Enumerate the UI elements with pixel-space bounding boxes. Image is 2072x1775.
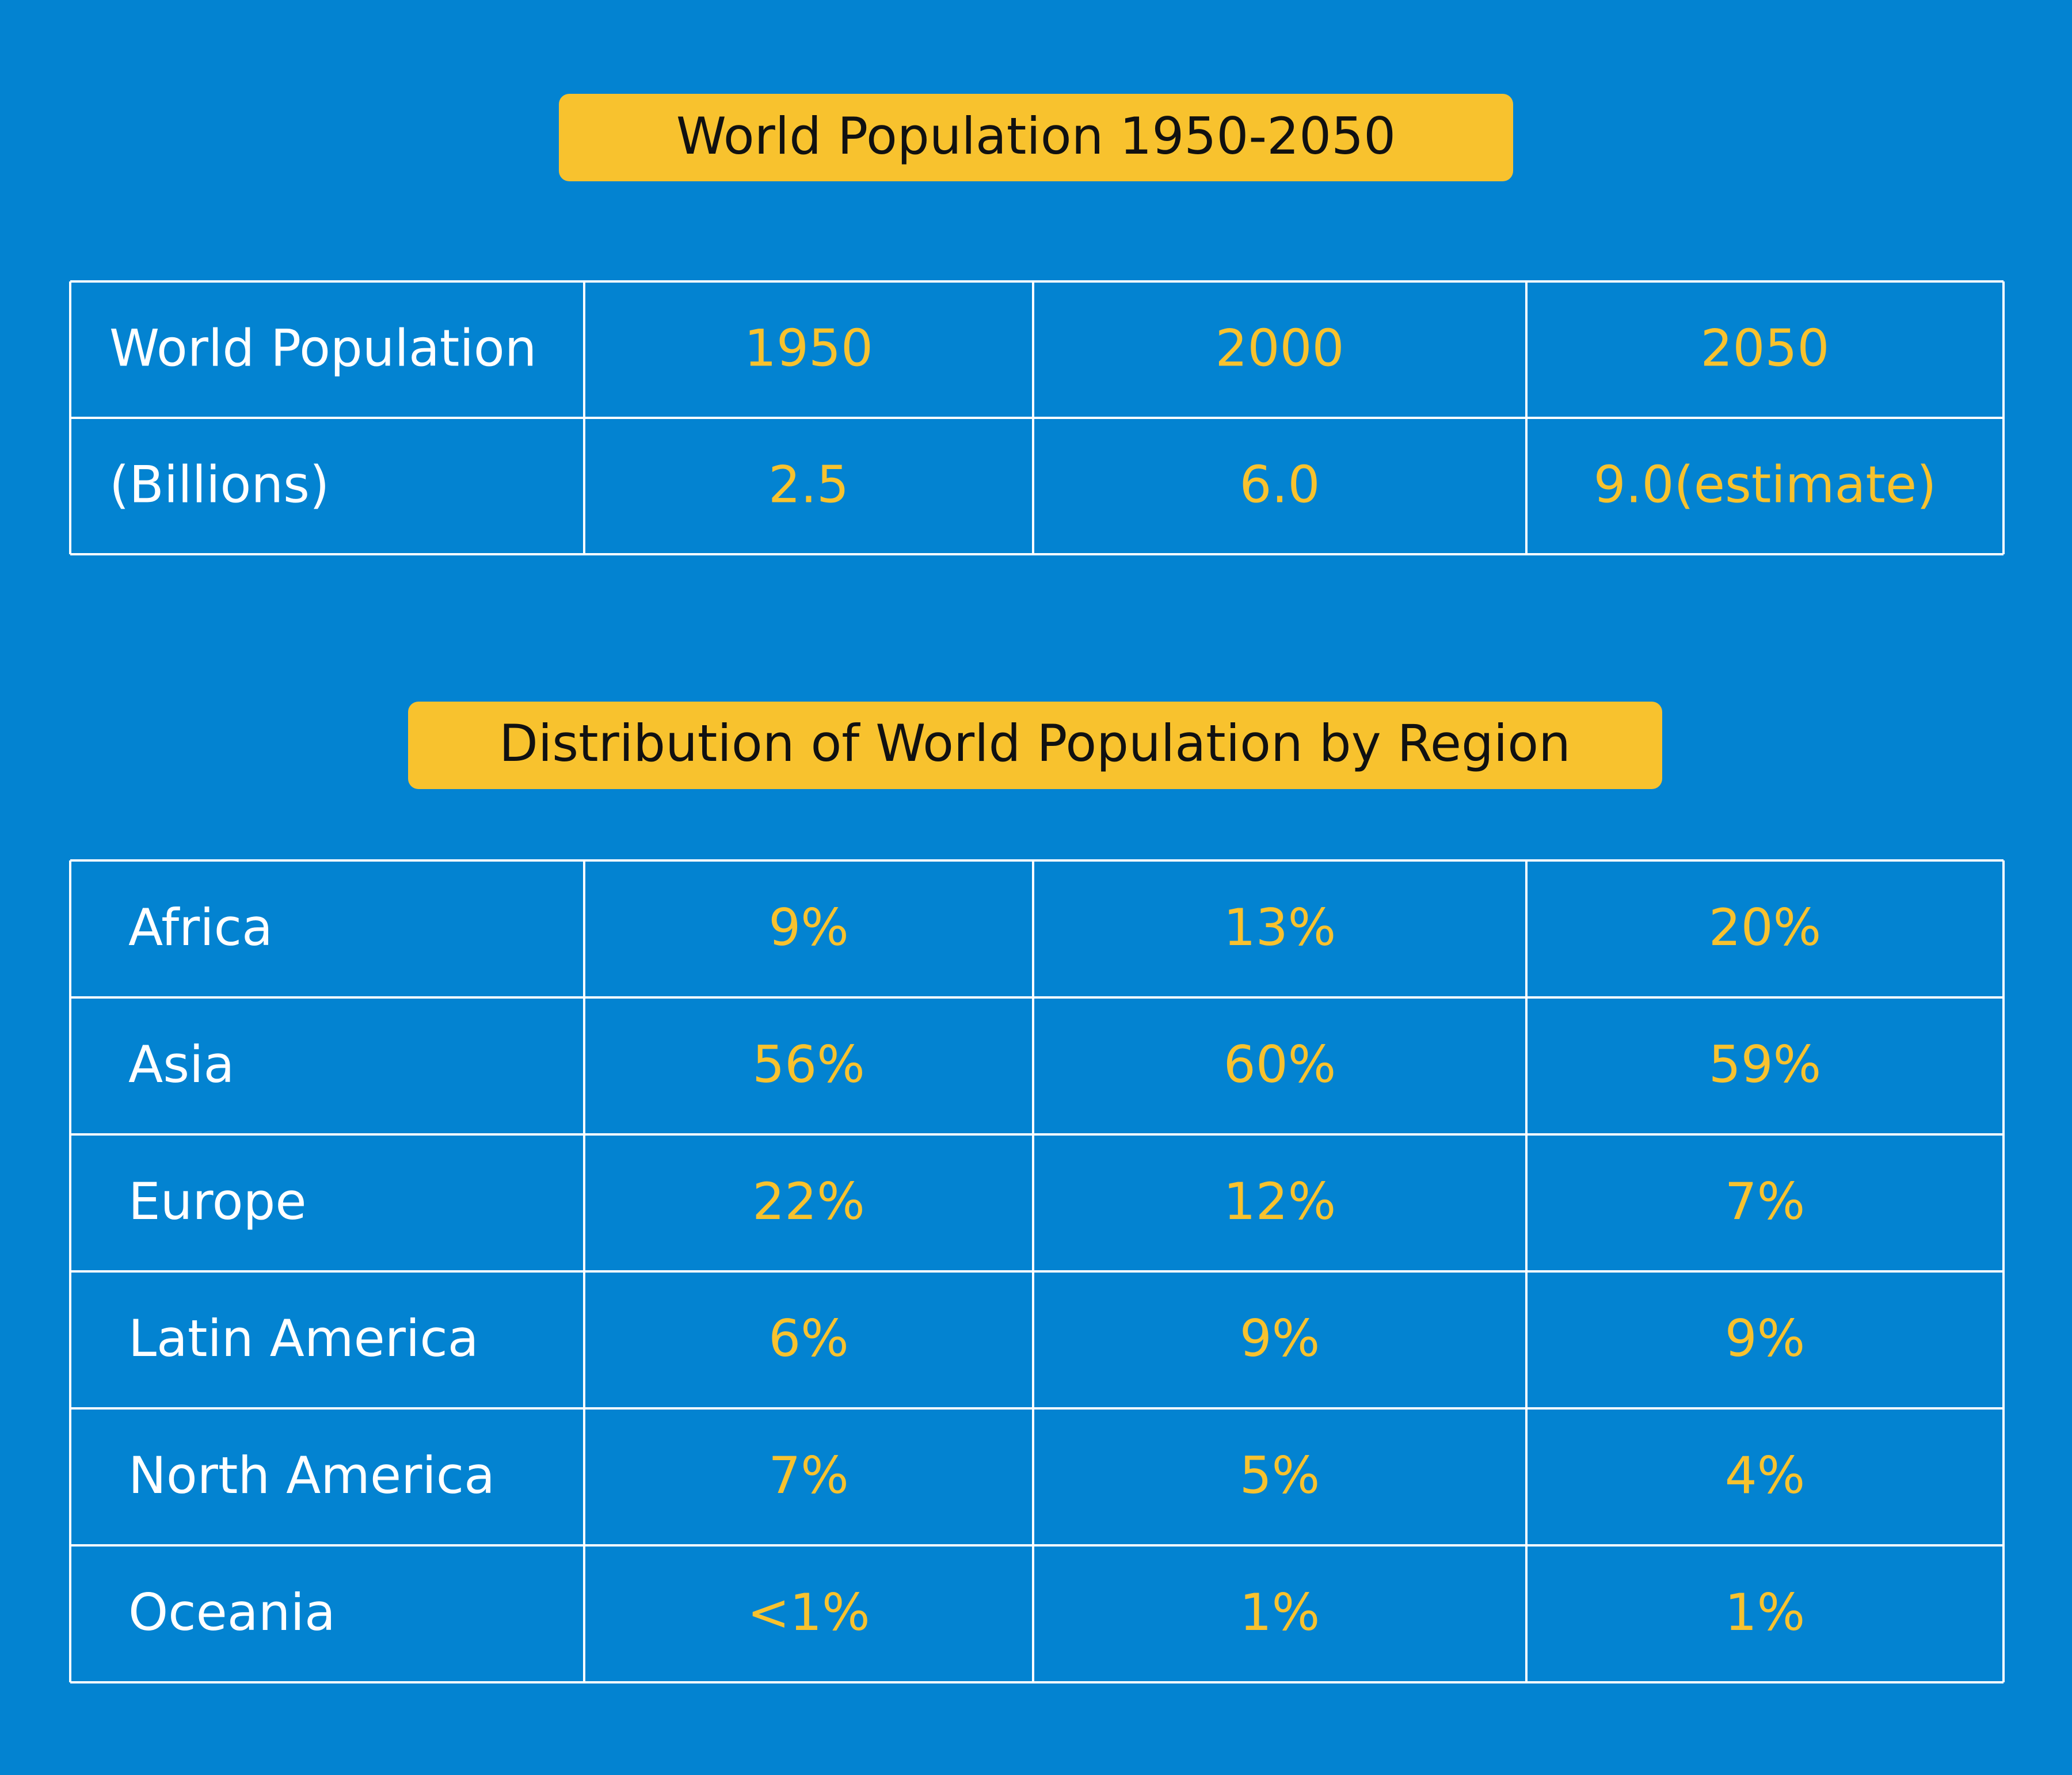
cell-value: 56% <box>752 1035 865 1094</box>
cell-value: 13% <box>1224 898 1336 957</box>
cell-value: <1% <box>747 1583 870 1642</box>
row-label: World Population <box>109 318 537 378</box>
cell-value: 2.5 <box>768 455 849 514</box>
row-label: (Billions) <box>109 455 329 514</box>
cell-value: 6.0 <box>1240 455 1320 514</box>
cell-value: 60% <box>1224 1035 1336 1094</box>
cell-value: 6% <box>768 1309 849 1368</box>
cell-value: 1% <box>1725 1583 1806 1642</box>
row-label: Latin America <box>128 1309 479 1368</box>
cell-value: 1950 <box>744 318 873 378</box>
cell-value: 9% <box>1725 1309 1806 1368</box>
cell-value: 9.0(estimate) <box>1594 455 1937 514</box>
cell-value: 9% <box>768 898 849 957</box>
row-label: Europe <box>128 1172 306 1231</box>
cell-value: 7% <box>768 1446 849 1505</box>
row-label: Oceania <box>128 1583 336 1642</box>
title-badge <box>559 94 1513 181</box>
cell-value: 22% <box>752 1172 865 1231</box>
cell-value: 12% <box>1224 1172 1336 1231</box>
cell-value: 20% <box>1709 898 1822 957</box>
table-title: Distribution of World Population by Regi… <box>499 714 1571 773</box>
row-label: Africa <box>128 898 273 957</box>
title-badge <box>408 702 1662 789</box>
row-label: North America <box>128 1446 495 1505</box>
cell-value: 1% <box>1240 1583 1320 1642</box>
cell-value: 59% <box>1709 1035 1822 1094</box>
cell-value: 7% <box>1725 1172 1806 1231</box>
cell-value: 5% <box>1240 1446 1320 1505</box>
cell-value: 9% <box>1240 1309 1320 1368</box>
cell-value: 2050 <box>1701 318 1830 378</box>
row-label: Asia <box>128 1035 234 1094</box>
table-title: World Population 1950-2050 <box>676 106 1396 166</box>
cell-value: 2000 <box>1216 318 1344 378</box>
cell-value: 4% <box>1725 1446 1806 1505</box>
